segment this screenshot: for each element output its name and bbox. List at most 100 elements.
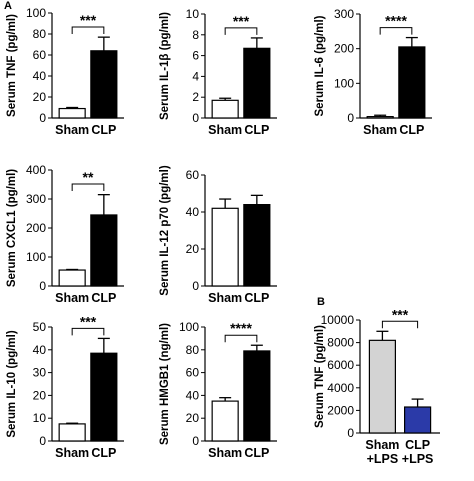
category-label-0: Sham +LPS — [365, 438, 399, 466]
y-axis-title: Serum IL-1β (pg/ml) — [159, 12, 171, 120]
y-tick-label: 100 — [26, 250, 46, 264]
bar-0 — [58, 107, 86, 119]
chart-3: 0 100 200 300 400 Serum CXCL1 (pg/ml) Sham CLP *… — [6, 163, 124, 305]
y-tick-label: 8 — [192, 28, 199, 42]
y-tick-label: 4 — [192, 69, 199, 83]
y-tick-label: 6 — [192, 49, 199, 63]
y-tick-label: 200 — [334, 42, 354, 56]
significance-bracket — [379, 27, 413, 35]
bar-1 — [243, 47, 271, 119]
significance-bracket — [71, 183, 105, 191]
y-tick-label: 2 — [192, 90, 199, 104]
bar-1 — [404, 406, 432, 434]
y-tick-label: 10 — [186, 7, 200, 21]
chart-6: 0 20 40 60 80 100 Serum HMGB1 (ng/ml) Sham CLP **… — [159, 320, 277, 460]
panel-label-a: A — [4, 0, 12, 12]
category-label-0: Sham — [208, 291, 242, 305]
category-label-1: CLP — [244, 123, 269, 137]
category-label-1: CLP — [91, 291, 116, 305]
category-label-1: CLP — [399, 123, 424, 137]
chart-4: 0 20 40 60 Serum IL-12 p70 (pg/ml) Sham CLP — [159, 165, 277, 305]
y-axis-title: Serum TNF (pg/ml) — [6, 14, 18, 117]
chart-0: 0 20 40 60 80 100 Serum TNF (pg/ml) Sham CLP *** — [6, 6, 124, 137]
category-label-0: Sham — [208, 123, 242, 137]
y-tick-label: 300 — [26, 192, 46, 206]
category-label-1: CLP — [244, 446, 269, 460]
y-axis-title: Serum IL-10 (pg/ml) — [6, 330, 18, 438]
y-axis-title: Serum IL-6 (pg/ml) — [314, 15, 326, 116]
chart-2: 0 100 200 300 Serum IL-6 (pg/ml) Sham CLP **** — [314, 7, 432, 137]
y-tick-label: 20 — [186, 242, 200, 256]
significance-label: **** — [230, 320, 252, 336]
significance-bracket — [381, 320, 419, 329]
bar-1 — [90, 214, 118, 287]
y-tick-label: 300 — [334, 7, 354, 21]
y-axis-title: Serum IL-12 p70 (pg/ml) — [159, 165, 171, 296]
significance-label: *** — [80, 12, 97, 28]
bar-0 — [366, 116, 394, 119]
y-tick-label: 40 — [186, 205, 200, 219]
y-tick-label: 0 — [192, 434, 199, 448]
bar-1 — [398, 46, 426, 119]
bar-1 — [243, 204, 271, 287]
y-tick-label: 0 — [192, 111, 199, 125]
y-tick-label: 0 — [347, 111, 354, 125]
bar-0 — [58, 269, 86, 287]
category-label-0: Sham — [55, 123, 89, 137]
significance-label: *** — [80, 313, 97, 329]
panel-label-b: B — [317, 296, 325, 308]
y-tick-label: 80 — [186, 343, 200, 357]
significance-label: *** — [233, 13, 250, 29]
bar-0 — [211, 207, 239, 287]
y-tick-label: 40 — [33, 343, 47, 357]
bar-0 — [211, 400, 239, 442]
y-tick-label: 100 — [334, 76, 354, 90]
y-tick-label: 40 — [33, 69, 47, 83]
y-tick-label: 0 — [347, 426, 354, 440]
significance-label: *** — [392, 306, 409, 322]
significance-label: **** — [385, 13, 407, 29]
y-tick-label: 20 — [33, 388, 47, 402]
y-tick-label: 60 — [186, 168, 200, 182]
significance-bracket — [71, 327, 105, 336]
y-tick-label: 100 — [179, 320, 199, 334]
chart-5: 0 10 20 30 40 50 Serum IL-10 (pg/ml) Sham CLP *** — [6, 313, 124, 460]
y-tick-label: 80 — [33, 27, 47, 41]
significance-bracket — [71, 26, 105, 34]
y-tick-label: 2000 — [327, 403, 354, 417]
y-tick-label: 10 — [33, 411, 47, 425]
category-label-0: Sham — [55, 446, 89, 460]
y-tick-label: 0 — [39, 111, 46, 125]
y-tick-label: 30 — [33, 366, 47, 380]
category-label-0: Sham — [363, 123, 397, 137]
bar-0 — [368, 339, 396, 434]
bar-0 — [211, 99, 239, 119]
y-axis-title: Serum CXCL1 (pg/ml) — [6, 169, 18, 287]
y-tick-label: 60 — [33, 48, 47, 62]
chart-1: 0 2 4 6 8 10 Serum IL-1β (pg/ml) Sham CLP *** — [159, 7, 277, 137]
y-tick-label: 6000 — [327, 358, 354, 372]
y-axis-title: Serum TNF (pg/ml) — [314, 325, 326, 428]
category-label-0: Sham — [208, 446, 242, 460]
y-tick-label: 20 — [33, 90, 47, 104]
bar-0 — [58, 423, 86, 442]
significance-label: ** — [83, 169, 94, 185]
y-tick-label: 50 — [33, 320, 47, 334]
y-tick-label: 4000 — [327, 381, 354, 395]
category-label-1: CLP — [91, 446, 116, 460]
bar-1 — [90, 50, 118, 119]
y-tick-label: 8000 — [327, 336, 354, 350]
y-tick-label: 100 — [26, 6, 46, 20]
category-label-1: CLP — [244, 291, 269, 305]
y-tick-label: 0 — [192, 279, 199, 293]
y-tick-label: 40 — [186, 388, 200, 402]
category-label-1: CLP — [91, 123, 116, 137]
bar-1 — [243, 350, 271, 442]
y-tick-label: 0 — [39, 434, 46, 448]
y-tick-label: 10000 — [321, 313, 355, 327]
category-label-1: CLP +LPS — [402, 438, 434, 466]
y-tick-label: 200 — [26, 221, 46, 235]
